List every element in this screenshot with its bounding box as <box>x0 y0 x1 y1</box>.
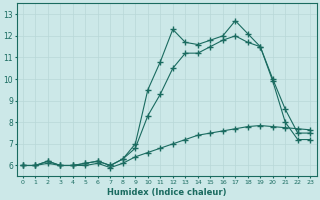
X-axis label: Humidex (Indice chaleur): Humidex (Indice chaleur) <box>107 188 226 197</box>
